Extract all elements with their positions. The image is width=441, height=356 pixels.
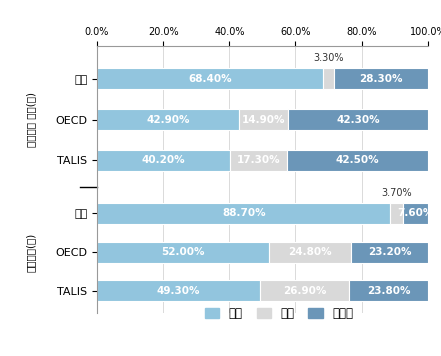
Text: 17.30%: 17.30% [237,156,280,166]
Bar [97,280,260,302]
Bar [403,203,428,224]
Text: 교육과정(중): 교육과정(중) [26,232,36,272]
Text: 40.20%: 40.20% [142,156,185,166]
Bar [230,150,287,171]
Bar [97,203,390,224]
Bar [287,150,428,171]
Bar [351,241,428,263]
Text: 14.90%: 14.90% [242,115,285,125]
Bar [390,203,403,224]
Text: 88.70%: 88.70% [222,208,265,219]
Text: 28.30%: 28.30% [359,74,403,84]
Bar [269,241,351,263]
Bar [97,109,239,130]
Text: 7.60%: 7.60% [397,208,434,219]
Bar [97,68,323,89]
Text: 68.40%: 68.40% [188,74,232,84]
Bar [288,109,428,130]
Bar [239,109,288,130]
Bar [349,280,428,302]
Legend: 내부, 외부, 내외부: 내부, 외부, 내외부 [201,303,357,323]
Text: 42.50%: 42.50% [336,156,379,166]
Bar [260,280,349,302]
Text: 42.90%: 42.90% [146,115,190,125]
Bar [323,68,334,89]
Bar [97,241,269,263]
Text: 24.80%: 24.80% [288,247,332,257]
Text: 26.90%: 26.90% [283,286,326,296]
Text: 3.70%: 3.70% [381,188,412,198]
Text: 23.80%: 23.80% [366,286,410,296]
Text: 교수학습 활동(중): 교수학습 활동(중) [26,92,36,147]
Text: 49.30%: 49.30% [157,286,200,296]
Bar [334,68,428,89]
Text: 23.20%: 23.20% [368,247,411,257]
Text: 52.00%: 52.00% [161,247,205,257]
Text: 3.30%: 3.30% [314,53,344,63]
Bar [97,150,230,171]
Text: 42.30%: 42.30% [336,115,380,125]
